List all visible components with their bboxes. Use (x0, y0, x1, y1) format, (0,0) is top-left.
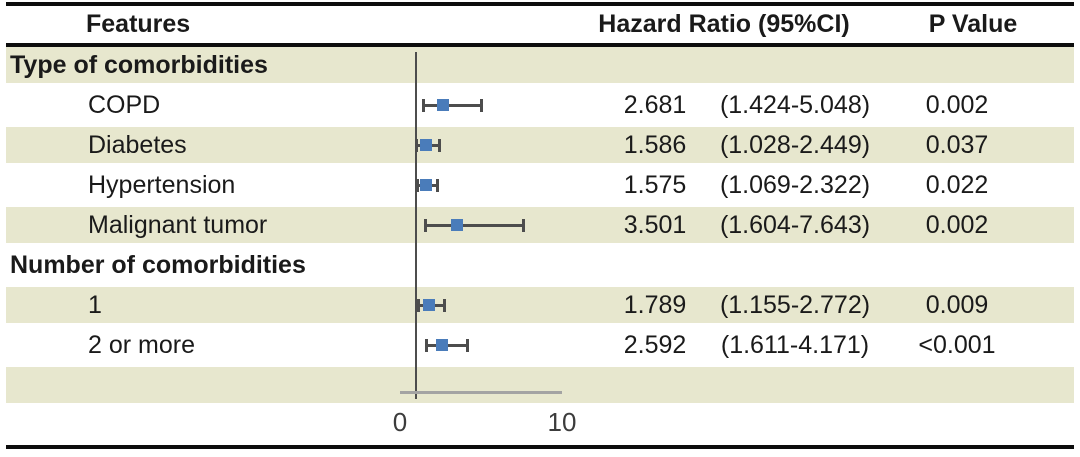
column-header-p-value: P Value (928, 10, 1018, 38)
table-row: 2 or more 2.592 (1.611-4.171) <0.001 (0, 325, 1080, 365)
table-row: Diabetes 1.586 (1.028-2.449) 0.037 (0, 125, 1080, 165)
hr-value: 2.592 (623, 330, 687, 359)
x-axis-tick-label: 0 (392, 407, 408, 437)
hr-point-marker (450, 219, 463, 231)
ci-cap (466, 338, 470, 352)
table-row: Hypertension 1.575 (1.069-2.322) 0.022 (0, 165, 1080, 205)
ci-cap (480, 98, 484, 112)
ci-value: (1.028-2.449) (719, 130, 871, 159)
row-label: 2 or more (88, 330, 195, 359)
ci-cap (424, 218, 428, 232)
table-row: Malignant tumor 3.501 (1.604-7.643) 0.002 (0, 205, 1080, 245)
ci-cap (421, 98, 425, 112)
table-row: 1 1.789 (1.155-2.772) 0.009 (0, 285, 1080, 325)
row-shading-band (6, 367, 1074, 403)
hr-point-marker (422, 299, 435, 311)
hr-value: 1.586 (623, 130, 687, 159)
group-row: Number of comorbidities (0, 245, 1080, 285)
bottom-border (6, 445, 1074, 449)
ci-errorbar (425, 223, 524, 227)
ci-value: (1.155-2.772) (719, 290, 871, 319)
ci-errorbar (423, 103, 482, 107)
reference-line (414, 52, 418, 399)
ci-cap (415, 178, 419, 192)
row-shading-band (6, 47, 1074, 83)
row-label: COPD (88, 90, 161, 119)
column-header-hazard-ratio: Hazard Ratio (95%CI) (598, 10, 850, 38)
row-label: Hypertension (88, 170, 236, 199)
p-value: 0.002 (925, 90, 989, 119)
row-label: Number of comorbidities (10, 250, 306, 279)
column-header-features: Features (86, 10, 191, 38)
row-label: Malignant tumor (88, 210, 268, 239)
ci-cap (438, 138, 442, 152)
hr-point-marker (419, 179, 432, 191)
hr-value: 3.501 (623, 210, 687, 239)
p-value: 0.022 (925, 170, 989, 199)
p-value: 0.037 (925, 130, 989, 159)
header-divider (6, 43, 1074, 47)
row-shading-band (6, 207, 1074, 243)
ci-value: (1.424-5.048) (719, 90, 871, 119)
ci-value: (1.604-7.643) (719, 210, 871, 239)
p-value: 0.009 (925, 290, 989, 319)
hr-point-marker (435, 339, 448, 351)
p-value: <0.001 (918, 330, 996, 359)
top-border (6, 2, 1074, 6)
hr-value: 1.789 (623, 290, 687, 319)
hr-value: 1.575 (623, 170, 687, 199)
ci-cap (443, 298, 447, 312)
group-row: Type of comorbidities (0, 45, 1080, 85)
ci-cap (415, 138, 419, 152)
hr-point-marker (419, 139, 432, 151)
table-row: COPD 2.681 (1.424-5.048) 0.002 (0, 85, 1080, 125)
empty-row (0, 365, 1080, 405)
ci-cap (436, 178, 440, 192)
hr-point-marker (437, 99, 450, 111)
x-axis-line (400, 391, 562, 394)
ci-value: (1.611-4.171) (720, 330, 870, 359)
ci-cap (522, 218, 526, 232)
ci-cap (417, 298, 421, 312)
row-label: 1 (88, 290, 102, 319)
row-label: Diabetes (88, 130, 187, 159)
x-axis-tick-label: 10 (547, 407, 577, 437)
hr-value: 2.681 (623, 90, 687, 119)
p-value: 0.002 (925, 210, 989, 239)
row-shading-band (6, 127, 1074, 163)
row-shading-band (6, 287, 1074, 323)
row-label: Type of comorbidities (10, 50, 268, 79)
ci-value: (1.069-2.322) (719, 170, 871, 199)
ci-cap (424, 338, 428, 352)
